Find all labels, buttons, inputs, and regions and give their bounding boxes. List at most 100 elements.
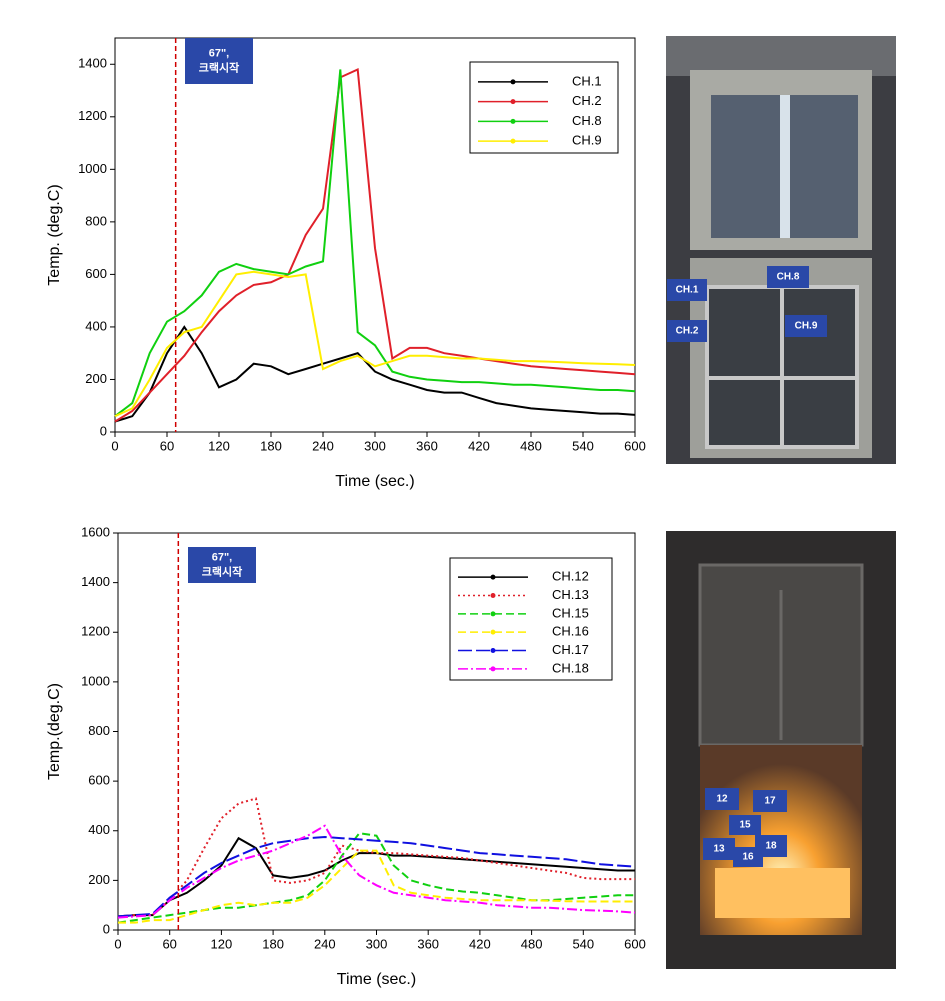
legend-marker [490, 629, 496, 635]
series-line [117, 835, 636, 918]
legend-label: CH.13 [552, 587, 589, 602]
channel-tag [755, 835, 787, 857]
y-tick-label: 1600 [81, 524, 110, 539]
series-line [114, 325, 636, 423]
channel-label: 16 [742, 852, 754, 863]
x-tick-label: 420 [469, 936, 491, 951]
y-axis-label: Temp. (deg.C) [46, 184, 63, 285]
channel-label: CH.1 [676, 285, 699, 296]
series-line [114, 270, 636, 418]
legend-label: CH.15 [552, 605, 589, 620]
channel-label: CH.9 [795, 321, 818, 332]
x-tick-label: 0 [111, 438, 118, 453]
legend-label: CH.8 [572, 113, 602, 128]
channel-tag [785, 315, 827, 337]
legend-label: CH.18 [552, 660, 589, 675]
channel-tag [753, 790, 787, 812]
y-tick-label: 800 [85, 213, 107, 228]
channel-label: CH.8 [777, 272, 800, 283]
legend-marker [490, 593, 496, 598]
legend-marker [510, 79, 516, 85]
y-tick-label: 1000 [78, 161, 107, 176]
x-tick-label: 120 [211, 936, 233, 951]
legend-marker [510, 118, 516, 124]
channel-tag [667, 279, 707, 301]
legend-label: CH.12 [552, 569, 589, 584]
legend-label: CH.17 [552, 642, 589, 657]
x-tick-label: 300 [366, 936, 388, 951]
y-tick-label: 1200 [78, 108, 107, 123]
x-tick-label: 600 [624, 438, 646, 453]
channel-label: 17 [764, 796, 776, 807]
x-tick-label: 120 [208, 438, 230, 453]
y-tick-label: 600 [88, 773, 110, 788]
x-axis-label: Time (sec.) [337, 971, 416, 988]
x-tick-label: 0 [114, 936, 121, 951]
x-tick-label: 540 [572, 438, 594, 453]
photo-container-day [666, 36, 896, 464]
channel-tag [705, 788, 739, 810]
y-tick-label: 200 [88, 872, 110, 887]
x-tick-label: 600 [624, 936, 646, 951]
series-line [114, 69, 636, 417]
annotation-text: 크랙시작 [202, 564, 242, 578]
x-tick-label: 360 [416, 438, 438, 453]
channel-label: 15 [739, 820, 751, 831]
x-tick-label: 180 [260, 438, 282, 453]
legend-marker [510, 138, 516, 144]
legend-box [469, 61, 619, 154]
annotation-box [185, 38, 253, 84]
y-tick-label: 1200 [81, 624, 110, 639]
annotation-text: 67", [212, 551, 233, 563]
legend-label: CH.9 [572, 133, 602, 148]
y-tick-label: 600 [85, 266, 107, 281]
legend-marker [490, 574, 496, 580]
x-tick-label: 540 [572, 936, 594, 951]
legend-marker [490, 648, 496, 653]
y-tick-label: 200 [85, 371, 107, 386]
y-tick-label: 0 [100, 423, 107, 438]
legend-label: CH.16 [552, 624, 589, 639]
legend-box [449, 557, 613, 681]
y-tick-label: 1000 [81, 673, 110, 688]
y-tick-label: 800 [88, 723, 110, 738]
y-tick-label: 400 [88, 822, 110, 837]
channel-tag [703, 838, 735, 860]
x-tick-label: 180 [262, 936, 284, 951]
legend-marker [490, 666, 496, 672]
y-axis-label: Temp.(deg.C) [46, 683, 63, 780]
x-tick-label: 420 [468, 438, 490, 453]
channel-label: CH.2 [676, 326, 699, 337]
series-line [118, 849, 635, 924]
photo-container-fire [666, 531, 896, 969]
x-axis-label: Time (sec.) [335, 473, 414, 490]
channel-label: 18 [765, 841, 777, 852]
x-tick-label: 60 [160, 438, 174, 453]
y-tick-label: 1400 [81, 574, 110, 589]
legend-label: CH.2 [572, 93, 602, 108]
channel-tag [767, 266, 809, 288]
channel-tag [667, 320, 707, 342]
x-tick-label: 60 [162, 936, 176, 951]
x-tick-label: 300 [364, 438, 386, 453]
annotation-box [188, 547, 256, 583]
legend-label: CH.1 [572, 73, 602, 88]
x-tick-label: 480 [520, 438, 542, 453]
series-line [117, 797, 635, 918]
channel-label: 12 [716, 794, 728, 805]
legend-marker [510, 99, 516, 105]
annotation-text: 67", [209, 47, 230, 59]
x-tick-label: 240 [312, 438, 334, 453]
channel-tag [729, 815, 761, 835]
x-tick-label: 360 [417, 936, 439, 951]
channel-label: 13 [713, 844, 725, 855]
y-tick-label: 400 [85, 318, 107, 333]
legend-marker [490, 611, 496, 617]
series-line [114, 68, 636, 423]
y-tick-label: 1400 [78, 56, 107, 71]
x-tick-label: 480 [521, 936, 543, 951]
annotation-text: 크랙시작 [199, 60, 239, 74]
x-tick-label: 240 [314, 936, 336, 951]
y-tick-label: 0 [103, 921, 110, 936]
